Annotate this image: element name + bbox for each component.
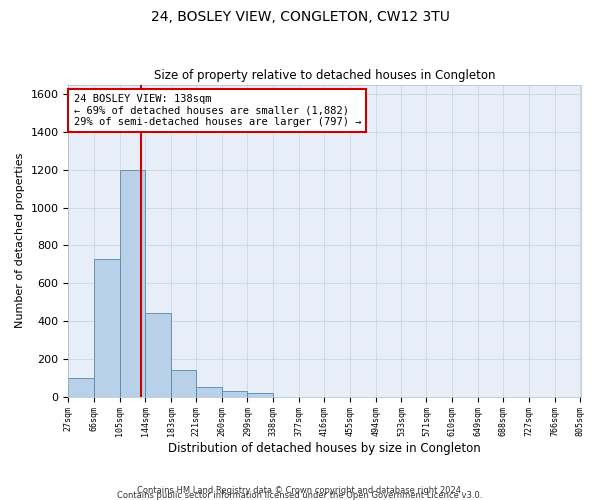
- Bar: [247, 393, 273, 396]
- Bar: [222, 391, 247, 396]
- Text: Contains public sector information licensed under the Open Government Licence v3: Contains public sector information licen…: [118, 491, 482, 500]
- Title: Size of property relative to detached houses in Congleton: Size of property relative to detached ho…: [154, 69, 495, 82]
- Bar: [171, 370, 196, 396]
- Bar: [145, 314, 171, 396]
- Text: 24, BOSLEY VIEW, CONGLETON, CW12 3TU: 24, BOSLEY VIEW, CONGLETON, CW12 3TU: [151, 10, 449, 24]
- Bar: [94, 258, 120, 396]
- Text: 24 BOSLEY VIEW: 138sqm
← 69% of detached houses are smaller (1,882)
29% of semi-: 24 BOSLEY VIEW: 138sqm ← 69% of detached…: [74, 94, 361, 127]
- Bar: [68, 378, 94, 396]
- X-axis label: Distribution of detached houses by size in Congleton: Distribution of detached houses by size …: [168, 442, 481, 455]
- Bar: [196, 388, 222, 396]
- Text: Contains HM Land Registry data © Crown copyright and database right 2024.: Contains HM Land Registry data © Crown c…: [137, 486, 463, 495]
- Y-axis label: Number of detached properties: Number of detached properties: [15, 153, 25, 328]
- Bar: [120, 170, 145, 396]
